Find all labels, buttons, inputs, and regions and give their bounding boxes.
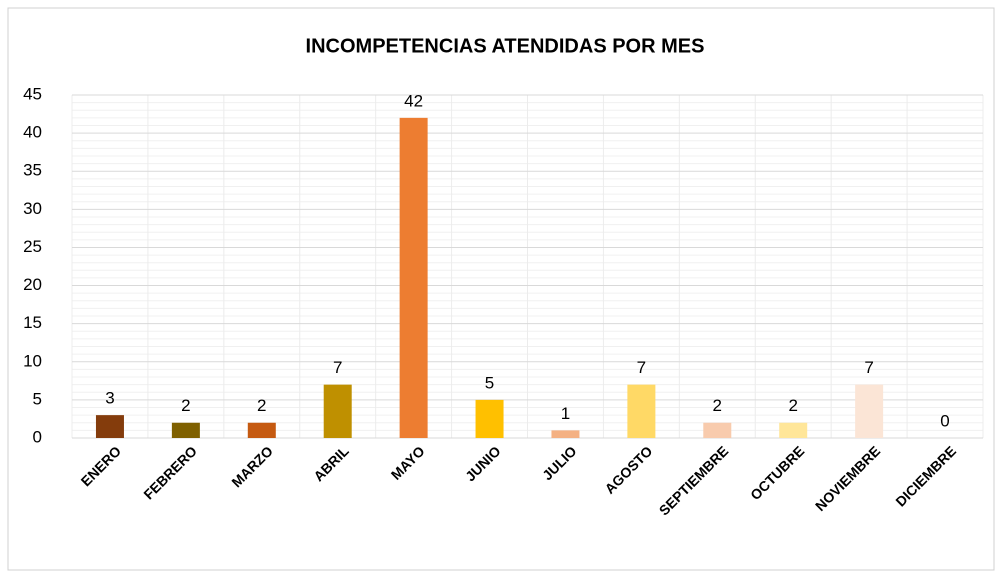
data-label: 0 <box>940 411 949 430</box>
data-label: 5 <box>485 373 494 392</box>
chart-title: INCOMPETENCIAS ATENDIDAS POR MES <box>306 35 705 57</box>
y-tick-label: 40 <box>23 123 42 142</box>
bar <box>171 422 200 438</box>
data-label: 2 <box>257 396 266 415</box>
bar <box>323 384 352 438</box>
data-label: 3 <box>105 389 114 408</box>
bar <box>551 430 580 438</box>
y-tick-label: 45 <box>23 84 42 103</box>
y-tick-label: 10 <box>23 351 42 370</box>
y-tick-label: 35 <box>23 161 42 180</box>
data-label: 42 <box>404 91 423 110</box>
data-label: 7 <box>864 358 873 377</box>
bar <box>703 422 732 438</box>
chart-border <box>7 7 995 571</box>
y-tick-label: 15 <box>23 313 42 332</box>
bar <box>399 117 428 438</box>
y-tick-label: 25 <box>23 237 42 256</box>
bar <box>475 399 504 438</box>
bar <box>95 415 124 438</box>
bar <box>247 422 276 438</box>
y-tick-label: 20 <box>23 275 42 294</box>
data-label: 2 <box>788 396 797 415</box>
data-label: 2 <box>181 396 190 415</box>
data-label: 2 <box>713 396 722 415</box>
data-label: 7 <box>637 358 646 377</box>
y-tick-label: 5 <box>33 389 42 408</box>
data-label: 7 <box>333 358 342 377</box>
y-tick-label: 0 <box>33 427 42 446</box>
bar <box>855 384 884 438</box>
y-tick-label: 30 <box>23 199 42 218</box>
data-label: 1 <box>561 404 570 423</box>
bar <box>627 384 656 438</box>
bar <box>779 422 808 438</box>
